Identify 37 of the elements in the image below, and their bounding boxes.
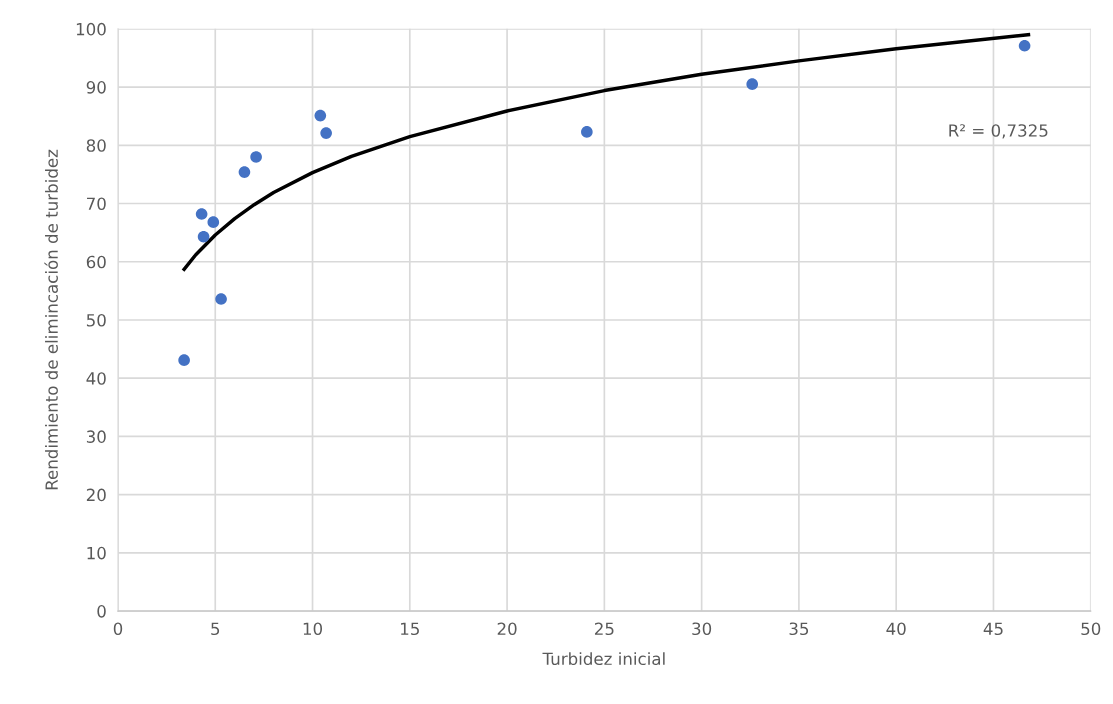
point bbox=[195, 208, 208, 220]
y-tick-label: 30 bbox=[86, 430, 106, 443]
x-tick-label: 10 bbox=[303, 622, 323, 636]
point bbox=[581, 126, 593, 138]
x-tick-label: 40 bbox=[886, 622, 906, 636]
annotation: R² = 0,7325 bbox=[949, 124, 1048, 139]
point bbox=[314, 109, 327, 122]
point bbox=[207, 216, 220, 228]
x-tick-label: 25 bbox=[594, 622, 614, 636]
x-tick-label: 0 bbox=[113, 622, 123, 636]
x-tick-label: 20 bbox=[497, 622, 517, 636]
x-tick-label: 15 bbox=[401, 622, 419, 636]
x-tick-label: 35 bbox=[789, 622, 809, 636]
x-tick-label: 50 bbox=[1081, 622, 1101, 636]
point bbox=[1018, 39, 1031, 52]
point bbox=[320, 127, 332, 139]
y-tick-label: 100 bbox=[76, 22, 106, 36]
point bbox=[250, 151, 262, 163]
point bbox=[238, 166, 251, 178]
y-axis-title: Rendimiento de elimincación de turbidez bbox=[44, 149, 58, 490]
y-tick-label: 80 bbox=[86, 139, 106, 152]
y-tick-label: 40 bbox=[86, 372, 106, 385]
point bbox=[197, 230, 210, 243]
x-axis-title: Turbidez inicial bbox=[542, 652, 665, 666]
x-tick-label: 5 bbox=[211, 622, 220, 636]
y-tick-label: 0 bbox=[97, 605, 106, 618]
y-tick-label: 90 bbox=[86, 81, 106, 94]
x-tick-label: 45 bbox=[983, 622, 1003, 636]
point bbox=[215, 293, 227, 305]
x-tick-label: 30 bbox=[692, 622, 712, 636]
y-tick-label: 50 bbox=[86, 313, 106, 327]
y-tick-label: 70 bbox=[87, 197, 106, 211]
point bbox=[178, 354, 190, 366]
y-tick-label: 20 bbox=[86, 488, 106, 502]
y-tick-label: 60 bbox=[86, 255, 106, 269]
point bbox=[746, 78, 759, 90]
y-tick-label: 10 bbox=[87, 546, 106, 560]
